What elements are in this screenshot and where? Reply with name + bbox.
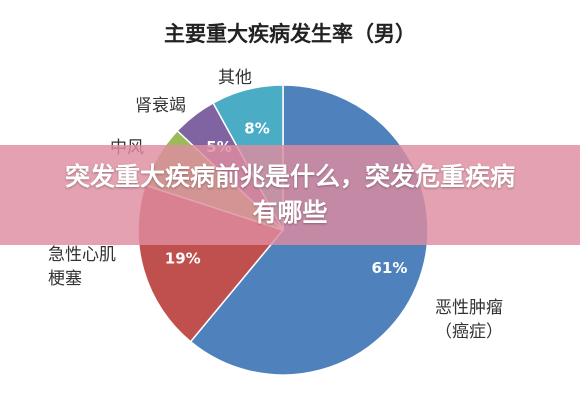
chart-title: 主要重大疾病发生率（男） [164, 22, 416, 46]
category-label: 其他 [218, 68, 252, 88]
category-label: 肾衰竭 [135, 96, 186, 116]
value-label: 19% [165, 250, 201, 268]
category-label: 急性心肌 梗塞 [48, 245, 116, 289]
value-label: 8% [244, 119, 269, 137]
banner: 突发重大疾病前兆是什么，突发危重疾病有哪些 [0, 145, 580, 245]
banner-text: 突发重大疾病前兆是什么，突发危重疾病有哪些 [64, 162, 515, 227]
value-label: 61% [371, 259, 407, 277]
category-label: 恶性肿瘤 （癌症） [435, 298, 503, 342]
